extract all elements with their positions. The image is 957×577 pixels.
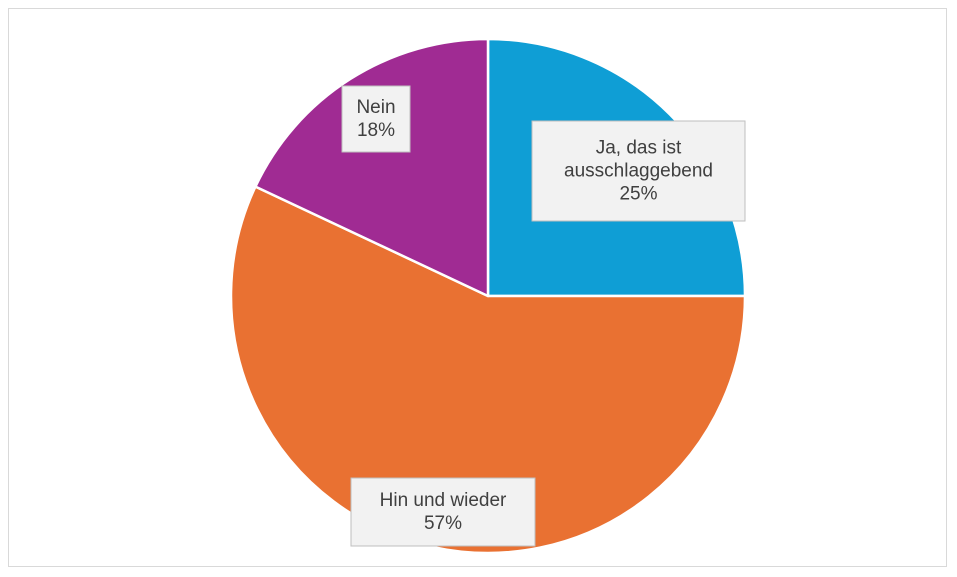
data-label-box — [531, 120, 746, 222]
pie-slices — [229, 37, 747, 555]
data-label-percent: 18% — [357, 120, 395, 141]
data-label-percent: 25% — [619, 184, 657, 205]
data-label-box — [350, 477, 536, 547]
data-label-category: Hin und wieder — [380, 490, 507, 511]
data-label-box — [341, 85, 411, 153]
data-label-category: Ja, das ist — [596, 138, 682, 159]
data-label-category: Nein — [356, 97, 395, 118]
data-label-percent: 57% — [424, 513, 462, 534]
data-label-category: ausschlaggebend — [564, 161, 713, 182]
pie-slice-2 — [229, 185, 747, 555]
pie-slice-3 — [254, 37, 490, 298]
